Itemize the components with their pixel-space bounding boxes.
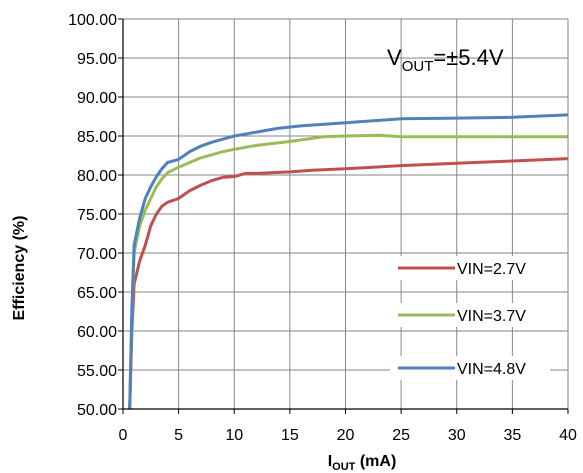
x-tick-label: 25 — [392, 427, 410, 444]
y-tick-label: 50.00 — [77, 402, 117, 419]
x-tick-label: 10 — [225, 427, 243, 444]
x-tick-label: 40 — [559, 427, 577, 444]
x-axis-title-suffix: (mA) — [355, 453, 396, 470]
x-tick-label: 35 — [503, 427, 521, 444]
legend-label-2: VIN=3.7V — [457, 308, 526, 325]
y-tick-label: 65.00 — [77, 285, 117, 302]
tick-labels: 50.00 55.00 60.00 65.00 70.00 75.00 80.00 85.00… — [68, 12, 577, 444]
vout-annotation-subscript: OUT — [402, 58, 434, 75]
series-line-3 — [128, 113, 569, 410]
y-tick-label: 85.00 — [77, 129, 117, 146]
y-axis-title: Efficiency (%) — [11, 216, 28, 321]
y-tick-label: 75.00 — [77, 207, 117, 224]
vout-annotation-suffix: =±5.4V — [433, 45, 504, 70]
x-tick-label: 20 — [337, 427, 355, 444]
series-lines — [128, 113, 569, 410]
legend-label-1: VIN=2.7V — [457, 261, 526, 278]
series-line-1 — [128, 157, 569, 410]
legend: VIN=2.7V VIN=3.7V VIN=4.8V — [390, 256, 550, 380]
legend-label-3: VIN=4.8V — [457, 361, 526, 378]
x-axis-title: IOUT (mA) — [328, 453, 397, 473]
y-tick-label: 90.00 — [77, 90, 117, 107]
x-axis-title-main: I — [328, 453, 332, 470]
y-tick-label: 100.00 — [68, 12, 117, 29]
y-tick-label: 95.00 — [77, 51, 117, 68]
x-tick-label: 0 — [119, 427, 128, 444]
x-tick-label: 30 — [448, 427, 466, 444]
y-tick-label: 55.00 — [77, 363, 117, 380]
series-line-2 — [128, 133, 568, 410]
x-axis-title-subscript: OUT — [332, 461, 356, 473]
y-tick-label: 70.00 — [77, 246, 117, 263]
vout-annotation-prefix: V — [387, 45, 402, 70]
x-tick-label: 15 — [281, 427, 299, 444]
y-tick-label: 80.00 — [77, 168, 117, 185]
vout-annotation: VOUT=±5.4V — [387, 45, 504, 75]
y-tick-label: 60.00 — [77, 324, 117, 341]
x-tick-label: 5 — [174, 427, 183, 444]
